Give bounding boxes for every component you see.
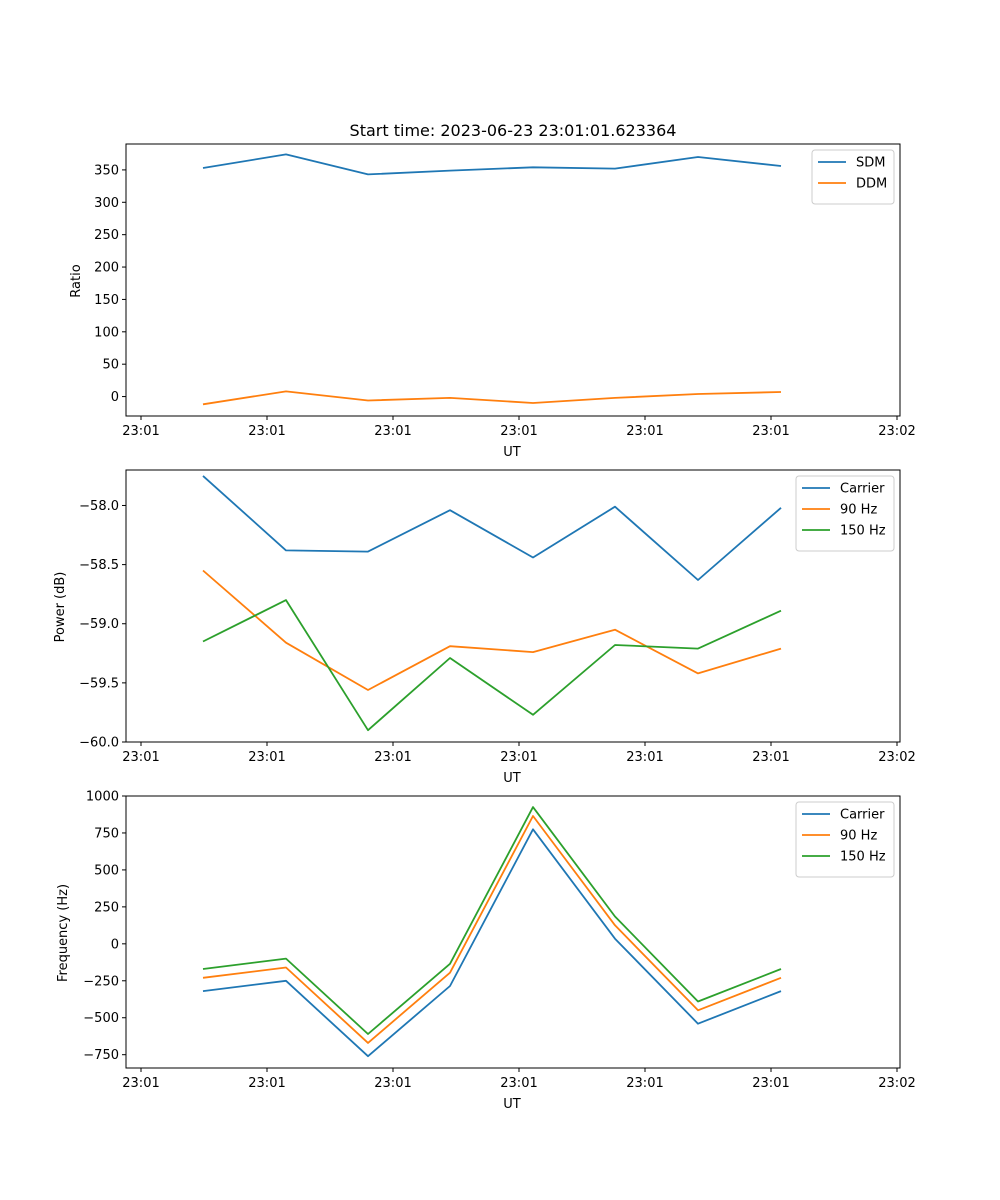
- x-tick-label: 23:01: [626, 750, 663, 765]
- legend-label: 150 Hz: [840, 850, 886, 865]
- y-tick-label: −750: [83, 1048, 119, 1063]
- y-tick-label: 300: [94, 196, 119, 211]
- x-tick-label: 23:02: [878, 1076, 915, 1091]
- y-axis-label: Ratio: [69, 264, 84, 297]
- x-tick-label: 23:01: [626, 1076, 663, 1091]
- x-tick-label: 23:01: [752, 424, 789, 439]
- y-tick-label: −500: [83, 1011, 119, 1026]
- plot-area-frame: [125, 143, 901, 417]
- y-tick-label: 250: [94, 900, 119, 915]
- legend-label: Carrier: [840, 482, 885, 497]
- x-tick-label: 23:01: [248, 1076, 285, 1091]
- series-line-ddm: [202, 390, 782, 406]
- legend-label: 90 Hz: [840, 829, 877, 844]
- x-tick-label: 23:01: [374, 1076, 411, 1091]
- x-tick-label: 23:01: [752, 750, 789, 765]
- x-tick-label: 23:02: [878, 750, 915, 765]
- x-tick-label: 23:02: [878, 424, 915, 439]
- series-line-sdm: [202, 153, 782, 176]
- legend-label: SDM: [856, 156, 885, 171]
- legend: [811, 149, 895, 205]
- y-axis-label: Frequency (Hz): [56, 884, 71, 982]
- x-tick-label: 23:01: [122, 750, 159, 765]
- y-tick-label: 1000: [86, 790, 119, 805]
- y-tick-label: 0: [111, 937, 119, 952]
- x-tick-label: 23:01: [248, 750, 285, 765]
- x-tick-label: 23:01: [626, 424, 663, 439]
- y-tick-label: −60.0: [79, 736, 119, 751]
- y-tick-label: 0: [111, 390, 119, 405]
- legend: [795, 801, 895, 878]
- panel-ratio: Start time: 2023-06-23 23:01:01.623364 R…: [69, 121, 916, 460]
- series-line-150-hz: [202, 806, 782, 1035]
- legend-label: 150 Hz: [840, 524, 886, 539]
- panel-frequency: Frequency (Hz) UT 23:01 23:01 23:01 23:01 23…: [56, 790, 916, 1113]
- series-line-carrier: [202, 828, 782, 1058]
- legend-label: 90 Hz: [840, 503, 877, 518]
- y-tick-label: 100: [94, 325, 119, 340]
- x-axis-label: UT: [503, 1097, 521, 1112]
- plot-area-frame: [125, 469, 901, 743]
- x-tick-label: 23:01: [374, 424, 411, 439]
- y-tick-label: 150: [94, 293, 119, 308]
- plot-area-frame: [125, 795, 901, 1069]
- y-tick-label: −59.0: [79, 617, 119, 632]
- y-axis-label: Power (dB): [53, 572, 68, 643]
- x-tick-label: 23:01: [122, 424, 159, 439]
- x-tick-label: 23:01: [500, 424, 537, 439]
- y-tick-label: 250: [94, 228, 119, 243]
- x-axis-label: UT: [503, 771, 521, 786]
- chart-title: Start time: 2023-06-23 23:01:01.623364: [350, 121, 677, 140]
- x-tick-label: 23:01: [248, 424, 285, 439]
- series-line-150-hz: [202, 599, 782, 732]
- x-tick-label: 23:01: [752, 1076, 789, 1091]
- x-tick-label: 23:01: [374, 750, 411, 765]
- y-tick-label: −250: [83, 974, 119, 989]
- y-tick-label: −59.5: [79, 676, 119, 691]
- y-tick-label: 350: [94, 163, 119, 178]
- legend-label: Carrier: [840, 808, 885, 823]
- y-tick-label: 500: [94, 863, 119, 878]
- y-tick-label: 200: [94, 261, 119, 276]
- x-axis-label: UT: [503, 445, 521, 460]
- y-tick-label: 50: [102, 358, 119, 373]
- series-line-90-hz: [202, 815, 782, 1044]
- panel-power: Power (dB) UT 23:01 23:01 23:01 23:01 23:01 2…: [53, 469, 916, 786]
- y-tick-label: −58.0: [79, 499, 119, 514]
- y-tick-label: 750: [94, 826, 119, 841]
- x-tick-label: 23:01: [500, 1076, 537, 1091]
- y-tick-label: −58.5: [79, 558, 119, 573]
- x-tick-label: 23:01: [500, 750, 537, 765]
- series-line-carrier: [202, 475, 782, 581]
- x-tick-label: 23:01: [122, 1076, 159, 1091]
- legend: [795, 475, 895, 552]
- legend-label: DDM: [856, 177, 887, 192]
- series-line-90-hz: [202, 569, 782, 691]
